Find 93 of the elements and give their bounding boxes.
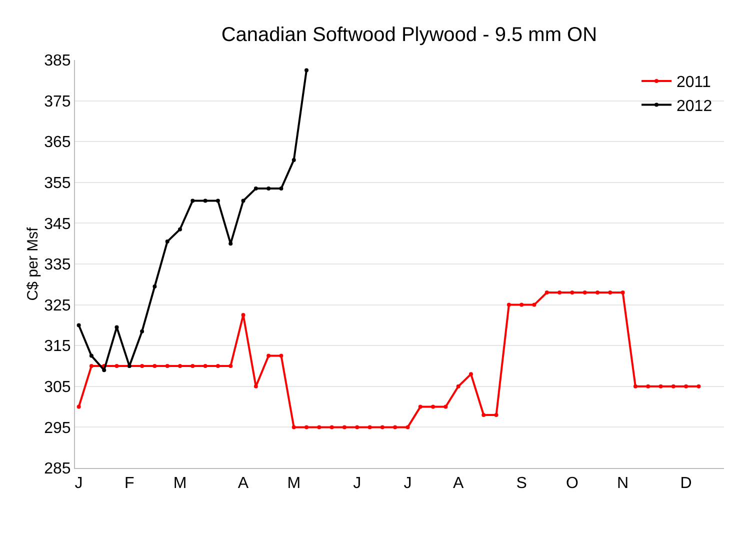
x-tick-label: M — [173, 475, 187, 492]
point — [178, 364, 182, 368]
point — [140, 329, 144, 334]
point — [102, 368, 106, 372]
point — [342, 425, 346, 430]
x-tick-label: O — [566, 475, 578, 492]
point — [570, 290, 574, 295]
point — [304, 425, 309, 430]
y-tick-label: 325 — [44, 297, 71, 314]
point — [646, 384, 650, 388]
point — [89, 354, 94, 358]
point — [595, 290, 600, 295]
y-tick-label: 345 — [44, 216, 71, 233]
point — [241, 313, 246, 317]
x-tick-label: A — [238, 475, 249, 492]
y-tick-label: 305 — [44, 379, 71, 396]
point — [620, 290, 625, 295]
point — [608, 290, 612, 295]
point — [165, 364, 170, 368]
x-tick-label: J — [74, 475, 83, 492]
point — [406, 425, 410, 430]
y-tick-label: 385 — [44, 52, 71, 70]
x-tick-label: N — [617, 475, 629, 492]
point — [203, 198, 208, 203]
point — [304, 68, 309, 72]
point — [532, 302, 536, 307]
x-tick-label: A — [452, 475, 464, 492]
point — [216, 198, 220, 203]
point — [684, 384, 688, 388]
point — [254, 186, 258, 191]
point — [89, 364, 94, 368]
point — [152, 284, 157, 288]
legend-label: 2012 — [676, 98, 712, 116]
x-tick-label: M — [287, 475, 301, 492]
point — [279, 186, 284, 191]
point — [456, 384, 460, 388]
point — [228, 364, 233, 368]
point — [266, 186, 271, 191]
point — [355, 425, 360, 430]
point — [241, 198, 246, 203]
point — [292, 158, 296, 162]
x-tick-label: J — [404, 475, 412, 492]
point — [76, 323, 81, 328]
point — [482, 412, 486, 417]
point — [76, 404, 81, 409]
point — [633, 384, 638, 388]
point — [178, 227, 182, 232]
chart-title: Canadian Softwood Plywood - 9.5 mm ON — [221, 24, 598, 46]
y-tick-label: 335 — [44, 256, 71, 274]
point — [671, 384, 676, 388]
point — [317, 425, 322, 430]
point — [140, 364, 144, 368]
x-tick-label: J — [353, 475, 362, 492]
y-tick-label: 285 — [44, 460, 71, 478]
x-tick-label: F — [124, 475, 135, 492]
point — [203, 364, 208, 368]
point — [468, 372, 473, 376]
point — [380, 425, 384, 430]
point — [444, 404, 448, 409]
point — [658, 384, 663, 388]
point — [506, 302, 511, 307]
point — [190, 364, 195, 368]
point — [558, 290, 562, 295]
point — [330, 425, 334, 430]
point — [216, 364, 220, 368]
y-tick-label: 365 — [44, 134, 71, 152]
point — [431, 404, 436, 409]
point — [152, 364, 157, 368]
point — [190, 198, 195, 203]
point — [114, 364, 119, 368]
point — [165, 240, 170, 244]
legend-label: 2011 — [676, 74, 712, 92]
point — [368, 425, 372, 430]
y-tick-label: 315 — [44, 338, 71, 356]
point — [228, 242, 233, 246]
point — [393, 425, 398, 430]
y-tick-label: 355 — [44, 175, 71, 192]
point — [696, 384, 701, 388]
point — [582, 290, 587, 295]
point — [544, 290, 549, 295]
point — [266, 354, 271, 358]
point — [279, 354, 284, 358]
y-tick-label: 375 — [44, 93, 71, 110]
point — [494, 412, 498, 417]
x-tick-label: D — [680, 475, 692, 492]
point — [114, 325, 119, 330]
point — [418, 404, 422, 409]
y-axis-title: C$ per Msf — [24, 226, 42, 301]
x-tick-label: S — [516, 475, 527, 492]
y-tick-label: 295 — [44, 420, 71, 437]
point — [292, 425, 296, 430]
point — [254, 384, 258, 388]
point — [520, 302, 524, 307]
